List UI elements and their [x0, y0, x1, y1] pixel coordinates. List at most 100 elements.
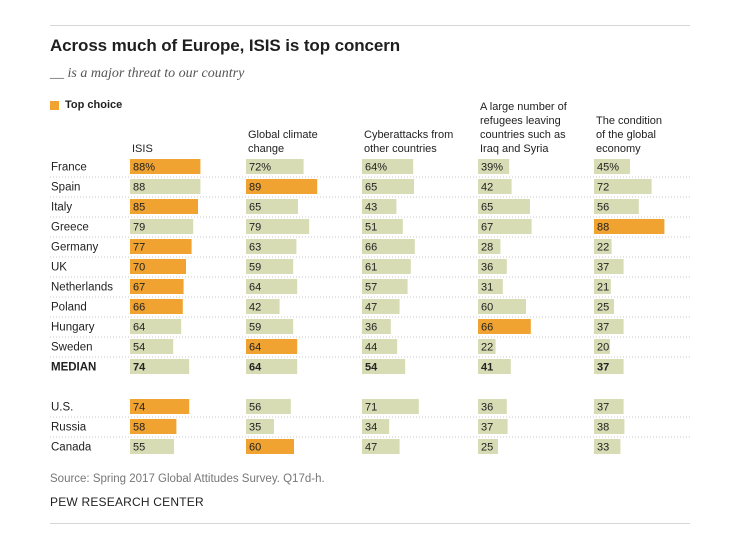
column-header-1-line-1: change [248, 143, 284, 155]
bar [362, 399, 419, 414]
bar [130, 319, 182, 334]
value-label: 37 [597, 402, 609, 414]
bar [246, 239, 297, 254]
bar [130, 279, 184, 294]
value-label: 39% [481, 162, 503, 174]
column-header-4-line-2: economy [596, 143, 641, 155]
value-label: 79 [133, 222, 145, 234]
bar [246, 279, 298, 294]
value-label: 43 [365, 202, 377, 214]
bar [246, 179, 318, 194]
bar [246, 159, 304, 174]
row-label: Greece [51, 222, 89, 234]
bar [478, 319, 531, 334]
row-label: MEDIAN [51, 362, 96, 374]
bar [130, 299, 183, 314]
value-label: 25 [481, 442, 493, 454]
column-header-3-line-2: countries such as [480, 129, 566, 141]
bar [594, 259, 624, 274]
value-label: 57 [365, 282, 377, 294]
column-header-0-line-0: ISIS [132, 143, 153, 155]
value-label: 37 [481, 422, 493, 434]
bar [478, 199, 530, 214]
value-label: 34 [365, 422, 377, 434]
bar [246, 399, 291, 414]
column-header-4-line-1: of the global [596, 129, 656, 141]
bar [362, 179, 414, 194]
bar [246, 259, 294, 274]
value-label: 47 [365, 442, 377, 454]
value-label: 72 [597, 182, 609, 194]
row-label: Spain [51, 182, 80, 194]
column-header-3-line-0: A large number of [480, 101, 568, 113]
bar [130, 339, 174, 354]
bar [594, 399, 624, 414]
row-label: Sweden [51, 342, 93, 354]
bar [478, 339, 496, 354]
value-label: 20 [597, 342, 609, 354]
column-header-2-line-1: other countries [364, 143, 437, 155]
value-label: 74 [133, 362, 146, 374]
value-label: 66 [481, 322, 493, 334]
bar [594, 199, 639, 214]
value-label: 70 [133, 262, 145, 274]
bar [246, 199, 298, 214]
value-label: 31 [481, 282, 493, 294]
bar [130, 159, 201, 174]
bar [594, 359, 624, 374]
chart-table: ISIS Global climate change Cyberattacks fro… [50, 101, 690, 454]
value-label: 42 [249, 302, 261, 314]
value-label: 77 [133, 242, 145, 254]
bar [362, 199, 397, 214]
row-label: Netherlands [51, 282, 113, 294]
column-header-3-line-1: refugees leaving [480, 115, 561, 127]
bar [130, 239, 192, 254]
value-label: 55 [133, 442, 145, 454]
bar [362, 159, 414, 174]
column-header-2-line-0: Cyberattacks from [364, 129, 453, 141]
value-label: 65 [481, 202, 493, 214]
bottom-rule [50, 523, 690, 524]
bar [478, 399, 507, 414]
value-label: 22 [597, 242, 609, 254]
bar [130, 199, 198, 214]
value-label: 64 [249, 282, 261, 294]
value-label: 51 [365, 222, 377, 234]
bar [594, 419, 625, 434]
row-label: Poland [51, 302, 87, 314]
value-label: 54 [133, 342, 145, 354]
credit-line: PEW RESEARCH CENTER [50, 495, 204, 509]
bar [594, 279, 611, 294]
top-rule [50, 25, 690, 26]
value-label: 36 [365, 322, 377, 334]
bar [362, 239, 415, 254]
bar [478, 419, 508, 434]
bar [246, 219, 310, 234]
value-label: 88 [133, 182, 145, 194]
column-header-1-line-0: Global climate [248, 129, 318, 141]
bar [362, 259, 411, 274]
value-label: 71 [365, 402, 377, 414]
value-label: 88% [133, 162, 155, 174]
bar [594, 159, 630, 174]
bar [362, 299, 400, 314]
bar [246, 319, 294, 334]
bar [362, 319, 391, 334]
value-label: 88 [597, 222, 609, 234]
value-label: 33 [597, 442, 609, 454]
source-note: Source: Spring 2017 Global Attitudes Sur… [50, 473, 325, 485]
row-label: Germany [51, 242, 99, 254]
bar [478, 219, 532, 234]
value-label: 37 [597, 322, 609, 334]
value-label: 64 [249, 362, 262, 374]
row-label: Canada [51, 442, 92, 454]
value-label: 38 [597, 422, 609, 434]
bar [594, 339, 610, 354]
value-label: 74 [133, 402, 145, 414]
value-label: 42 [481, 182, 493, 194]
bar [362, 419, 390, 434]
bar [478, 179, 512, 194]
value-label: 22 [481, 342, 493, 354]
bar [594, 299, 614, 314]
value-label: 65 [365, 182, 377, 194]
